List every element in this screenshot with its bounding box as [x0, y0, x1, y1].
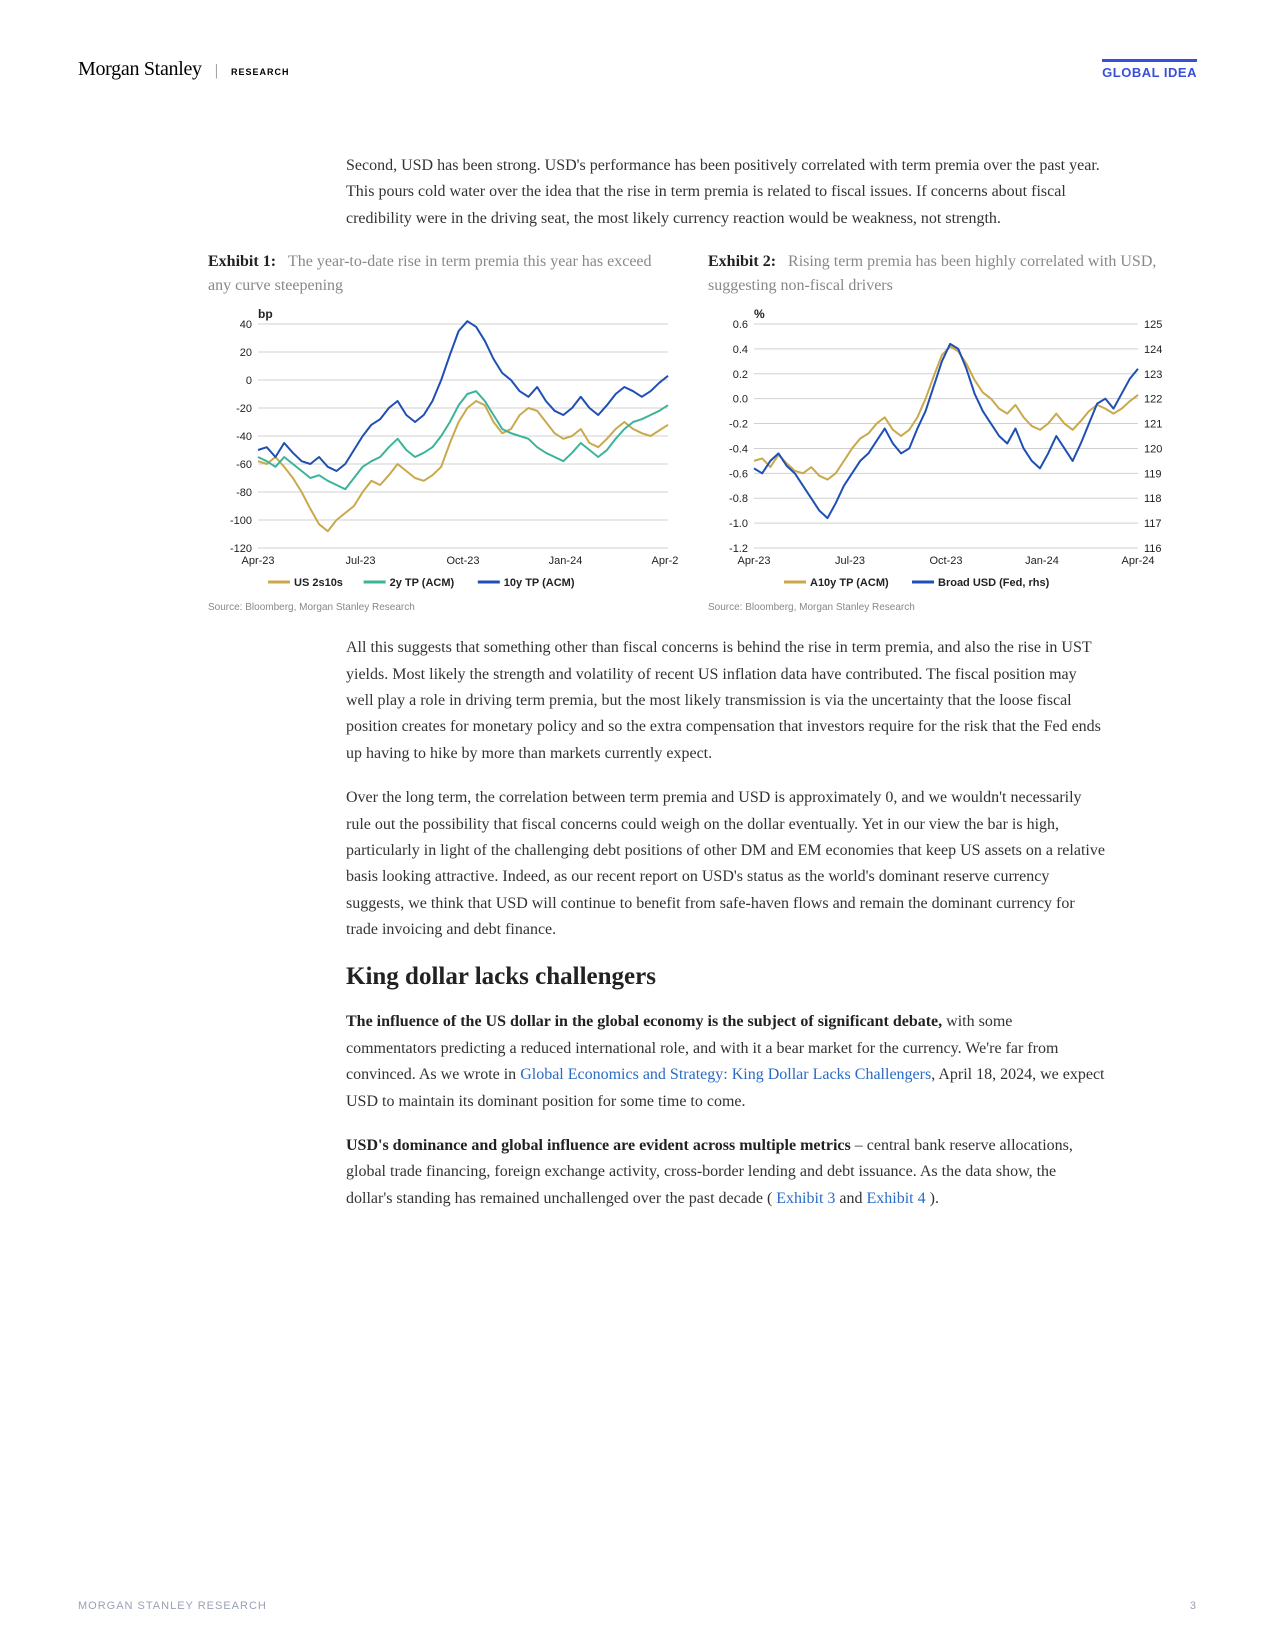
exhibit-1-num: Exhibit 1:: [208, 253, 276, 270]
svg-text:bp: bp: [258, 307, 273, 321]
para4-link1[interactable]: Global Economics and Strategy: King Doll…: [520, 1066, 931, 1083]
svg-text:Apr-24: Apr-24: [1121, 555, 1154, 567]
svg-text:US 2s10s: US 2s10s: [294, 577, 343, 589]
svg-text:40: 40: [240, 319, 252, 331]
svg-text:120: 120: [1144, 444, 1162, 456]
svg-text:Apr-23: Apr-23: [737, 555, 770, 567]
svg-text:Oct-23: Oct-23: [929, 555, 962, 567]
svg-text:Broad USD (Fed, rhs): Broad USD (Fed, rhs): [938, 577, 1050, 589]
exhibit-1-chart: bp -120 -100 -80 -60 -40 -20 0 20 40 Apr-23 Jul-23 O…: [208, 306, 678, 596]
svg-text:-1.2: -1.2: [729, 543, 748, 555]
exhibit-2-num: Exhibit 2:: [708, 253, 776, 270]
svg-text:0.2: 0.2: [733, 369, 748, 381]
svg-text:2y TP (ACM): 2y TP (ACM): [390, 577, 455, 589]
page-header: Morgan Stanley | RESEARCH GLOBAL IDEA: [78, 58, 1197, 81]
exhibit-1: Exhibit 1:The year-to-date rise in term …: [208, 250, 678, 613]
svg-text:-0.2: -0.2: [729, 419, 748, 431]
svg-text:0.0: 0.0: [733, 394, 748, 406]
paragraph-3: Over the long term, the correlation betw…: [346, 785, 1106, 943]
exhibit-1-title: Exhibit 1:The year-to-date rise in term …: [208, 250, 678, 298]
svg-text:124: 124: [1144, 344, 1162, 356]
brand-block: Morgan Stanley | RESEARCH: [78, 58, 289, 81]
paragraph-2: All this suggests that something other t…: [346, 635, 1106, 767]
svg-text:117: 117: [1144, 518, 1162, 530]
svg-text:-60: -60: [236, 459, 252, 471]
para5-link1[interactable]: Exhibit 3: [776, 1190, 835, 1207]
para5-mid: and: [835, 1190, 866, 1207]
svg-text:0.4: 0.4: [733, 344, 748, 356]
svg-text:Jan-24: Jan-24: [1025, 555, 1059, 567]
brand-name: Morgan Stanley: [78, 58, 202, 81]
page-footer: MORGAN STANLEY RESEARCH 3: [78, 1600, 1197, 1612]
svg-text:20: 20: [240, 347, 252, 359]
exhibit-2-chart: % -1.2 -1.0 -0.8 -0.6 -0.4 -0.2 0.0 0.2 0.4 0.6 116…: [708, 306, 1178, 596]
intro-paragraph: Second, USD has been strong. USD's perfo…: [346, 153, 1106, 232]
exhibit-2: Exhibit 2:Rising term premia has been hi…: [708, 250, 1178, 613]
svg-text:Apr-23: Apr-23: [241, 555, 274, 567]
footer-page-number: 3: [1190, 1600, 1197, 1612]
svg-text:-0.6: -0.6: [729, 469, 748, 481]
exhibit-1-source: Source: Bloomberg, Morgan Stanley Resear…: [208, 602, 678, 613]
exhibit-2-source: Source: Bloomberg, Morgan Stanley Resear…: [708, 602, 1178, 613]
brand-sub: RESEARCH: [231, 67, 290, 77]
svg-text:-1.0: -1.0: [729, 518, 748, 530]
svg-text:Oct-23: Oct-23: [446, 555, 479, 567]
svg-text:Jul-23: Jul-23: [346, 555, 376, 567]
para4-bold: The influence of the US dollar in the gl…: [346, 1013, 942, 1030]
svg-text:119: 119: [1144, 469, 1162, 481]
svg-text:118: 118: [1144, 493, 1162, 505]
footer-left: MORGAN STANLEY RESEARCH: [78, 1600, 267, 1612]
svg-text:10y TP (ACM): 10y TP (ACM): [504, 577, 575, 589]
svg-text:Apr-24: Apr-24: [651, 555, 678, 567]
svg-text:123: 123: [1144, 369, 1162, 381]
para5-bold: USD's dominance and global influence are…: [346, 1137, 851, 1154]
para5-link2[interactable]: Exhibit 4: [867, 1190, 926, 1207]
svg-text:-0.8: -0.8: [729, 493, 748, 505]
exhibit-2-title: Exhibit 2:Rising term premia has been hi…: [708, 250, 1178, 298]
svg-text:Jan-24: Jan-24: [549, 555, 583, 567]
svg-text:-120: -120: [230, 543, 252, 555]
svg-text:121: 121: [1144, 419, 1162, 431]
svg-text:-40: -40: [236, 431, 252, 443]
global-idea-tag: GLOBAL IDEA: [1102, 59, 1197, 80]
exhibits-row: Exhibit 1:The year-to-date rise in term …: [208, 250, 1197, 613]
svg-text:%: %: [754, 307, 765, 321]
svg-text:A10y TP (ACM): A10y TP (ACM): [810, 577, 889, 589]
svg-text:-20: -20: [236, 403, 252, 415]
svg-text:-0.4: -0.4: [729, 444, 748, 456]
svg-text:Jul-23: Jul-23: [835, 555, 865, 567]
svg-text:125: 125: [1144, 319, 1162, 331]
svg-text:0: 0: [246, 375, 252, 387]
svg-text:116: 116: [1144, 543, 1162, 555]
section-heading: King dollar lacks challengers: [346, 963, 1106, 991]
brand-divider: |: [215, 62, 218, 80]
svg-text:122: 122: [1144, 394, 1162, 406]
svg-text:-100: -100: [230, 515, 252, 527]
para5-rest2: ).: [926, 1190, 939, 1207]
svg-text:-80: -80: [236, 487, 252, 499]
svg-text:0.6: 0.6: [733, 319, 748, 331]
paragraph-5: USD's dominance and global influence are…: [346, 1133, 1106, 1212]
paragraph-4: The influence of the US dollar in the gl…: [346, 1009, 1106, 1115]
